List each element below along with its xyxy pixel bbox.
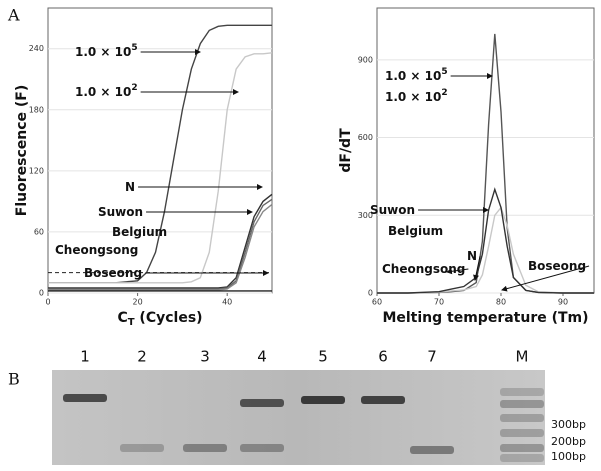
y-tick-label: 0 — [39, 289, 44, 298]
annotation-text: N — [467, 249, 477, 263]
annotation-text: 1.0 × 10 — [385, 69, 441, 83]
y-tick-label: 180 — [29, 105, 44, 114]
panel-label: A — [7, 6, 20, 25]
annotation-text: Boseong — [84, 266, 142, 280]
annotation: N — [125, 180, 135, 194]
size-label: 200bp — [551, 435, 586, 448]
annotation-text: Suwon — [370, 203, 415, 217]
annotation-text: Belgium — [388, 224, 443, 238]
annotation-text: 1.0 × 10 — [385, 90, 441, 104]
y-tick-label: 0 — [368, 289, 373, 298]
annotation: Cheongsong — [382, 262, 465, 276]
y-tick-label: 60 — [34, 227, 44, 236]
y-tick-label: 600 — [358, 133, 373, 142]
gel-band — [500, 414, 544, 422]
annotation: Suwon — [370, 203, 415, 217]
annotation: Suwon — [98, 205, 143, 219]
gel-band — [500, 429, 544, 437]
annotation-text: Boseong — [528, 259, 586, 273]
x-axis-label: CT (Cycles) — [117, 310, 202, 328]
annotation-text: Suwon — [98, 205, 143, 219]
y-axis-label: Fluorescence (F) — [14, 85, 30, 216]
annotation-text: Belgium — [112, 225, 167, 239]
annotation: N — [467, 249, 477, 263]
annotation-sup: 2 — [131, 83, 137, 93]
annotation-text: 1.0 × 10 — [75, 85, 131, 99]
annotation-text: Cheongsong — [382, 262, 465, 276]
y-tick-label: 120 — [29, 166, 44, 175]
gel-band — [410, 446, 454, 454]
lane-label: 5 — [318, 348, 328, 366]
annotation-text: 1.0 × 10 — [75, 45, 131, 59]
lane-label: 7 — [427, 348, 437, 366]
annotation-sup: 5 — [131, 43, 137, 53]
annotation: Cheongsong — [55, 243, 138, 257]
annotation: Boseong — [84, 266, 142, 280]
x-tick-label: 90 — [558, 298, 568, 307]
y-tick-label: 240 — [29, 44, 44, 53]
annotation-text: N — [125, 180, 135, 194]
x-tick-label: 80 — [496, 298, 506, 307]
x-tick-label: 20 — [133, 298, 143, 307]
x-tick-label: 0 — [45, 298, 50, 307]
x-tick-label: 70 — [434, 298, 444, 307]
y-axis-label: dF/dT — [338, 128, 354, 173]
x-axis-label: Melting temperature (Tm) — [382, 310, 588, 326]
gel-band — [500, 400, 544, 408]
gel-band — [120, 444, 164, 452]
x-axis-label-main: C — [117, 310, 127, 326]
gel-band — [301, 396, 345, 404]
lane-label: 1 — [80, 348, 90, 366]
lane-label: 4 — [257, 348, 267, 366]
lane-label: 2 — [137, 348, 147, 366]
annotation: Belgium — [388, 224, 443, 238]
gel-band — [500, 444, 544, 452]
gel-band — [63, 394, 107, 402]
gel-band — [500, 388, 544, 396]
annotation-sup: 2 — [441, 88, 447, 98]
figure: A 06012018024002040Fluorescence (F)CT (C… — [0, 0, 601, 467]
lane-label: 3 — [200, 348, 210, 366]
plot-area — [377, 8, 594, 293]
x-axis-label-rest: (Cycles) — [135, 310, 203, 326]
annotation-text: Cheongsong — [55, 243, 138, 257]
gel-band — [240, 444, 284, 452]
x-tick-label: 60 — [372, 298, 382, 307]
size-label: 300bp — [551, 418, 586, 431]
y-tick-label: 900 — [358, 55, 373, 64]
gel-band — [361, 396, 405, 404]
lane-label: 6 — [378, 348, 388, 366]
x-tick-label: 40 — [222, 298, 232, 307]
panel-label: B — [8, 370, 20, 389]
gel-band — [183, 444, 227, 452]
annotation: 1.0 × 105 — [75, 43, 138, 59]
x-axis-label-main: Melting temperature (Tm) — [382, 310, 588, 326]
annotation: Belgium — [112, 225, 167, 239]
lane-label: M — [516, 348, 529, 366]
annotation: 1.0 × 102 — [385, 88, 448, 104]
annotation: 1.0 × 105 — [385, 67, 448, 83]
annotation: 1.0 × 102 — [75, 83, 138, 99]
annotation-sup: 5 — [441, 67, 447, 77]
gel-band — [500, 454, 544, 462]
size-label: 100bp — [551, 450, 586, 463]
annotation: Boseong — [528, 259, 586, 273]
gel-band — [240, 399, 284, 407]
